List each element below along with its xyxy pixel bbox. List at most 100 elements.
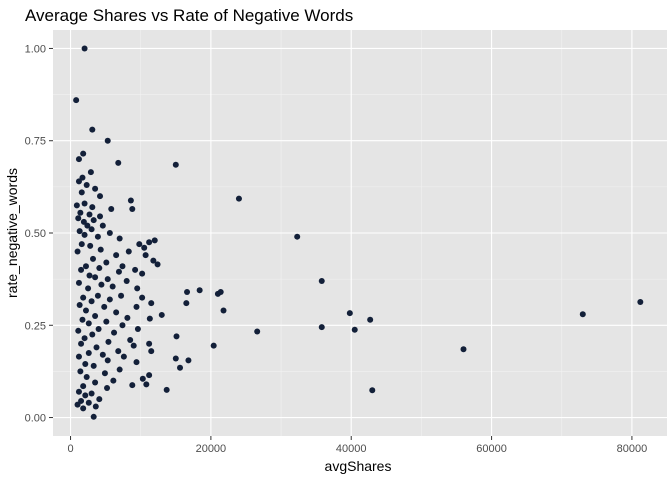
data-point (127, 337, 134, 344)
data-point (77, 209, 84, 216)
data-point (120, 353, 127, 360)
data-point (80, 150, 87, 157)
data-point (146, 372, 153, 379)
data-point (318, 277, 325, 284)
data-point (76, 301, 83, 308)
data-point (106, 230, 113, 236)
data-point (113, 309, 120, 316)
data-point (75, 353, 82, 360)
data-point (177, 364, 184, 371)
data-point (104, 357, 111, 364)
data-point (132, 266, 139, 273)
data-point (92, 403, 99, 410)
data-point (116, 235, 123, 242)
data-point (101, 303, 108, 310)
data-point (81, 231, 88, 238)
data-point (82, 361, 89, 368)
data-point (81, 45, 88, 52)
data-point (351, 326, 358, 333)
data-point (79, 316, 86, 323)
data-point (80, 294, 87, 301)
data-point (83, 373, 90, 380)
data-point (146, 340, 153, 347)
data-point (78, 266, 85, 273)
data-point (97, 193, 104, 200)
data-point (196, 287, 203, 294)
data-point (220, 307, 227, 314)
data-point (92, 379, 99, 386)
data-point (139, 270, 146, 277)
data-point (141, 244, 148, 251)
chart-title: Average Shares vs Rate of Negative Words (25, 6, 353, 25)
data-point (111, 329, 118, 336)
data-point (90, 362, 97, 369)
data-point (103, 259, 110, 266)
data-point (115, 268, 122, 275)
data-point (119, 322, 126, 329)
data-point (146, 239, 153, 246)
data-point (146, 315, 153, 322)
data-point (82, 392, 89, 399)
data-point (95, 325, 102, 332)
data-point (139, 375, 146, 382)
data-point (124, 314, 131, 321)
data-point (133, 359, 140, 366)
x-tick-label: 40000 (336, 443, 367, 455)
data-point (115, 159, 122, 166)
data-point (88, 226, 95, 233)
data-point (80, 405, 87, 412)
data-points (73, 45, 644, 420)
y-tick-label: 0.00 (25, 413, 46, 425)
data-point (77, 368, 84, 375)
data-point (98, 281, 105, 288)
data-point (104, 276, 111, 283)
data-point (82, 307, 89, 314)
data-point (73, 202, 80, 209)
data-point (83, 182, 90, 189)
data-point (172, 355, 179, 362)
data-point (80, 383, 87, 390)
data-point (97, 246, 104, 253)
data-point (183, 300, 190, 307)
data-point (76, 228, 83, 235)
data-point (75, 178, 82, 185)
data-point (113, 252, 120, 259)
data-point (75, 388, 82, 395)
data-point (460, 346, 467, 353)
data-point (142, 252, 149, 259)
data-point (143, 381, 150, 388)
data-point (75, 279, 82, 286)
y-axis-title: rate_negative_words (4, 168, 20, 298)
data-point (74, 248, 81, 255)
data-point (75, 156, 82, 163)
data-point (185, 357, 192, 364)
data-point (82, 263, 89, 270)
data-point (118, 292, 125, 299)
data-point (148, 300, 155, 307)
data-point (92, 313, 99, 320)
data-point (109, 283, 116, 290)
data-point (90, 413, 97, 420)
data-point (90, 217, 97, 224)
data-point (148, 348, 155, 355)
data-point (85, 320, 92, 327)
data-point (318, 324, 325, 331)
grid-lines (53, 30, 667, 436)
data-point (210, 342, 217, 349)
data-point (637, 299, 644, 306)
x-tick-label: 0 (67, 443, 73, 455)
data-point (130, 342, 137, 349)
data-point (346, 310, 353, 317)
data-point (129, 382, 136, 389)
data-point (88, 390, 95, 397)
data-point (84, 222, 91, 229)
data-point (172, 161, 179, 168)
data-point (89, 331, 96, 338)
data-point (86, 272, 93, 279)
y-tick-label: 0.75 (25, 136, 46, 148)
x-tick-label: 80000 (617, 443, 648, 455)
data-point (579, 311, 586, 318)
data-point (73, 97, 80, 104)
data-point (74, 401, 81, 408)
